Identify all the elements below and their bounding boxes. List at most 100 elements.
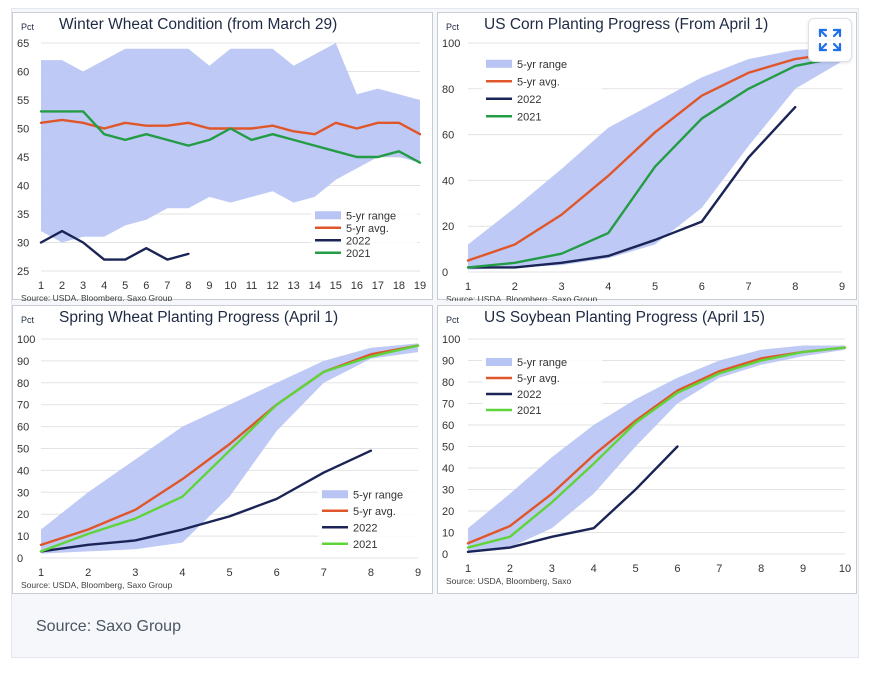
x-tick-label: 1 [465,281,471,293]
y-tick-label: 80 [442,377,454,389]
range-band [41,43,420,243]
spring-wheat-chart: Spring Wheat Planting Progress (April 1)… [12,305,433,594]
legend-label: 2021 [517,405,541,417]
range-band [41,343,418,554]
legend-swatch-range [322,490,348,499]
figure-caption: Source: Saxo Group [36,618,181,635]
x-tick-label: 8 [792,281,798,293]
us-soybean-chart: US Soybean Planting Progress (April 15) P… [437,305,857,594]
series-line-5-yr-avg [466,50,844,262]
x-tick-label: 3 [80,280,86,292]
x-tick-label: 9 [206,280,212,292]
x-tick-label: 8 [368,567,374,579]
series-line-2021 [466,55,844,269]
legend-label: 2021 [517,111,541,123]
y-tick-label: 35 [17,209,29,221]
x-tick-label: 12 [266,280,278,292]
y-tick-label: 100 [442,38,460,50]
expand-button[interactable] [808,18,852,62]
expand-icon [818,28,842,52]
y-tick-label: 70 [442,399,454,411]
series-line-2022 [466,445,679,554]
y-tick-label: 60 [442,130,454,142]
x-tick-label: 18 [393,280,405,292]
x-tick-label: 9 [800,563,806,575]
y-tick-label: 60 [442,420,454,432]
y-tick-label: 10 [442,528,454,540]
x-tick-label: 19 [414,280,426,292]
x-tick-label: 1 [38,567,44,579]
x-tick-label: 10 [839,563,851,575]
y-tick-label: 60 [17,67,29,79]
y-tick-label: 40 [17,465,29,477]
x-tick-label: 14 [309,280,321,292]
x-tick-label: 15 [330,280,342,292]
legend-label: 5-yr range [517,59,567,71]
legend-label: 5-yr avg. [346,223,389,235]
y-tick-label: 40 [442,463,454,475]
legend-label: 2021 [346,248,370,260]
series-line-2022 [39,229,190,261]
us-corn-title: US Corn Planting Progress (From April 1) [484,16,768,33]
y-tick-label: 70 [17,400,29,412]
x-tick-label: 16 [351,280,363,292]
x-tick-label: 6 [674,563,680,575]
spring-wheat-plot: Spring Wheat Planting Progress (April 1)… [17,309,426,590]
y-tick-label: 90 [17,356,29,368]
y-tick-label: 20 [442,221,454,233]
x-tick-label: 7 [164,280,170,292]
series-line-2021 [39,344,420,553]
y-tick-label: 45 [17,152,29,164]
legend-label: 2021 [353,539,377,551]
source-note: Source: USDA, Bloomberg, Saxo Group [21,293,172,301]
x-tick-label: 5 [632,563,638,575]
legend-label: 2022 [517,389,541,401]
x-tick-label: 7 [745,281,751,293]
y-unit-label: Pct [446,315,460,325]
y-tick-label: 0 [442,549,448,561]
x-tick-label: 9 [839,281,845,293]
x-tick-label: 3 [549,563,555,575]
y-tick-label: 50 [17,124,29,136]
x-tick-label: 7 [321,567,327,579]
legend-label: 2022 [353,522,377,534]
x-tick-label: 4 [101,280,107,292]
winter-wheat-title: Winter Wheat Condition (from March 29) [59,16,337,33]
source-note: Source: USDA, Bloomberg, Saxo Group [21,580,172,590]
y-tick-label: 25 [17,266,29,278]
us-corn-plot: US Corn Planting Progress (From April 1)… [442,16,845,301]
legend-label: 5-yr range [517,357,567,369]
x-tick-label: 9 [415,567,421,579]
x-tick-label: 6 [143,280,149,292]
range-band [468,345,845,552]
y-tick-label: 65 [17,38,29,50]
x-tick-label: 6 [699,281,705,293]
y-unit-label: Pct [446,22,460,32]
x-tick-label: 2 [512,281,518,293]
y-unit-label: Pct [21,22,35,32]
y-tick-label: 30 [17,238,29,250]
y-unit-label: Pct [21,315,35,325]
x-tick-label: 2 [507,563,513,575]
x-tick-label: 5 [652,281,658,293]
x-tick-label: 17 [372,280,384,292]
series-line-2022 [39,449,373,553]
x-tick-label: 4 [591,563,597,575]
source-note: Source: USDA, Bloomberg, Saxo [446,576,571,586]
y-tick-label: 20 [17,509,29,521]
y-tick-label: 80 [442,84,454,96]
y-tick-label: 50 [442,442,454,454]
y-tick-label: 60 [17,422,29,434]
y-tick-label: 20 [442,506,454,518]
x-tick-label: 2 [59,280,65,292]
legend-label: 2022 [346,235,370,247]
x-tick-label: 1 [465,563,471,575]
series-line-2021 [39,110,422,164]
legend-label: 5-yr avg. [517,373,560,385]
x-tick-label: 5 [122,280,128,292]
y-tick-label: 0 [442,267,448,279]
legend-label: 5-yr range [353,489,403,501]
y-tick-label: 40 [17,181,29,193]
